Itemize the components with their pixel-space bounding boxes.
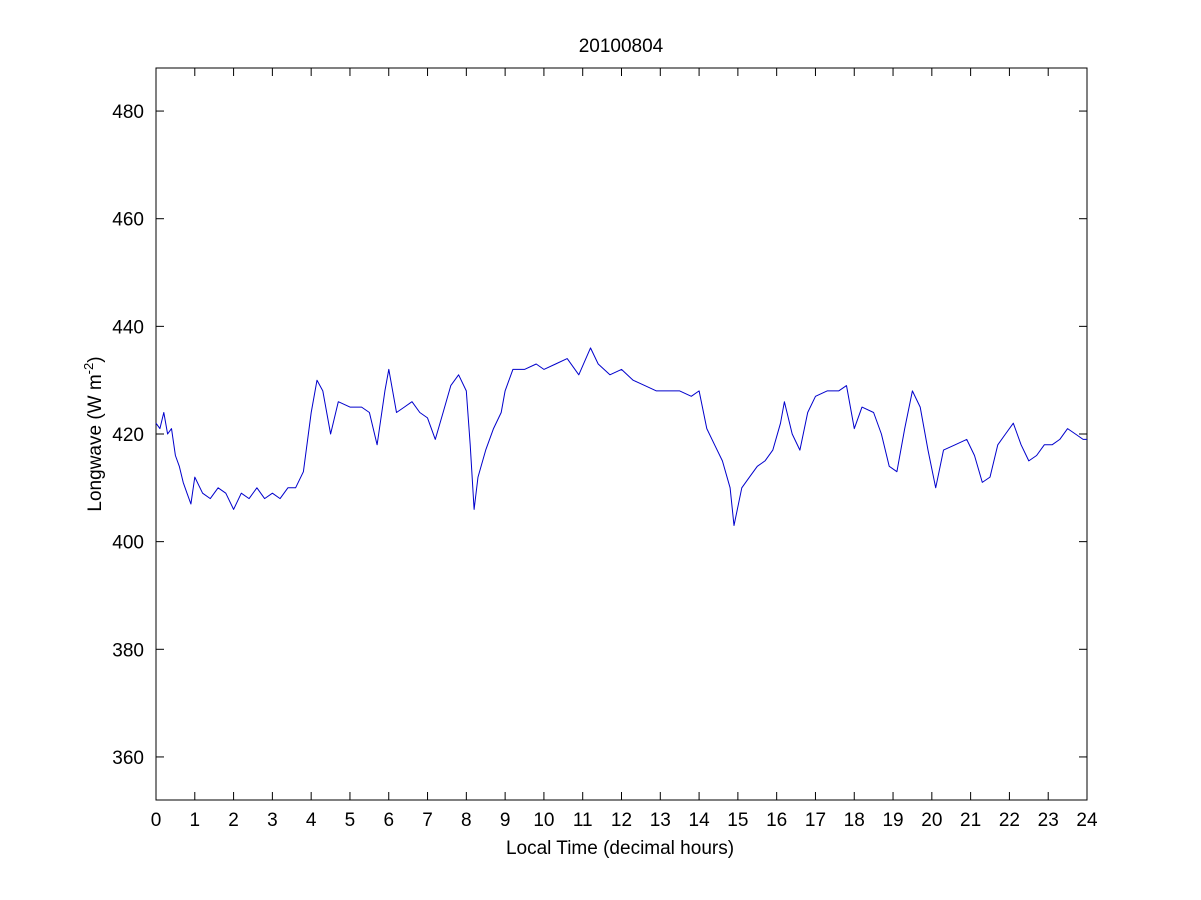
y-tick-label: 360	[112, 748, 144, 769]
x-tick-label: 11	[573, 810, 593, 831]
x-tick-label: 15	[727, 810, 748, 831]
y-tick-label: 480	[112, 102, 144, 123]
x-tick-label: 22	[999, 810, 1020, 831]
x-tick-label: 3	[267, 810, 278, 831]
series-layer	[155, 347, 1087, 526]
x-tick-label: 23	[1038, 810, 1059, 831]
x-tick-label: 24	[1076, 810, 1098, 831]
y-tick-label: 440	[112, 317, 144, 338]
y-tick-label: 380	[112, 640, 144, 661]
x-tick-label: 7	[422, 810, 433, 831]
x-tick-label: 13	[650, 810, 671, 831]
x-tick-label: 16	[766, 810, 787, 831]
y-tick-label: 400	[112, 533, 144, 554]
x-axis-ticks: 0 1 2 3 4 5 6 7 8 9 10 11 12 13 14 15 16 17 18 19 20 21 22 23 24	[151, 68, 1098, 831]
y-axis-title-superscript: -2	[81, 363, 96, 375]
x-tick-label: 19	[882, 810, 903, 831]
x-tick-label: 9	[500, 810, 511, 831]
x-axis-title: Local Time (decimal hours)	[506, 838, 734, 859]
x-tick-label: 5	[345, 810, 356, 831]
x-tick-label: 2	[228, 810, 239, 831]
x-tick-label: 8	[461, 810, 472, 831]
y-axis-ticks: 360 380 400 420 440 460 480	[112, 102, 1087, 769]
x-tick-label: 6	[383, 810, 394, 831]
chart-title: 20100804	[579, 36, 664, 57]
x-tick-label: 14	[689, 810, 711, 831]
x-tick-label: 21	[960, 810, 981, 831]
y-axis-title: Longwave (W m-2)	[81, 356, 106, 511]
x-tick-label: 1	[190, 810, 201, 831]
x-tick-label: 12	[611, 810, 632, 831]
y-axis-title-suffix: )	[85, 356, 106, 362]
x-tick-label: 4	[306, 810, 317, 831]
longwave-series-line	[155, 347, 1087, 526]
x-tick-label: 0	[151, 810, 162, 831]
x-tick-label: 20	[921, 810, 942, 831]
x-tick-label: 18	[844, 810, 865, 831]
y-tick-label: 460	[112, 210, 144, 231]
x-tick-label: 10	[533, 810, 554, 831]
plot-area	[155, 67, 1088, 801]
y-tick-label: 420	[112, 425, 144, 446]
x-tick-label: 17	[805, 810, 826, 831]
y-axis-title-prefix: Longwave (W m	[85, 374, 106, 511]
